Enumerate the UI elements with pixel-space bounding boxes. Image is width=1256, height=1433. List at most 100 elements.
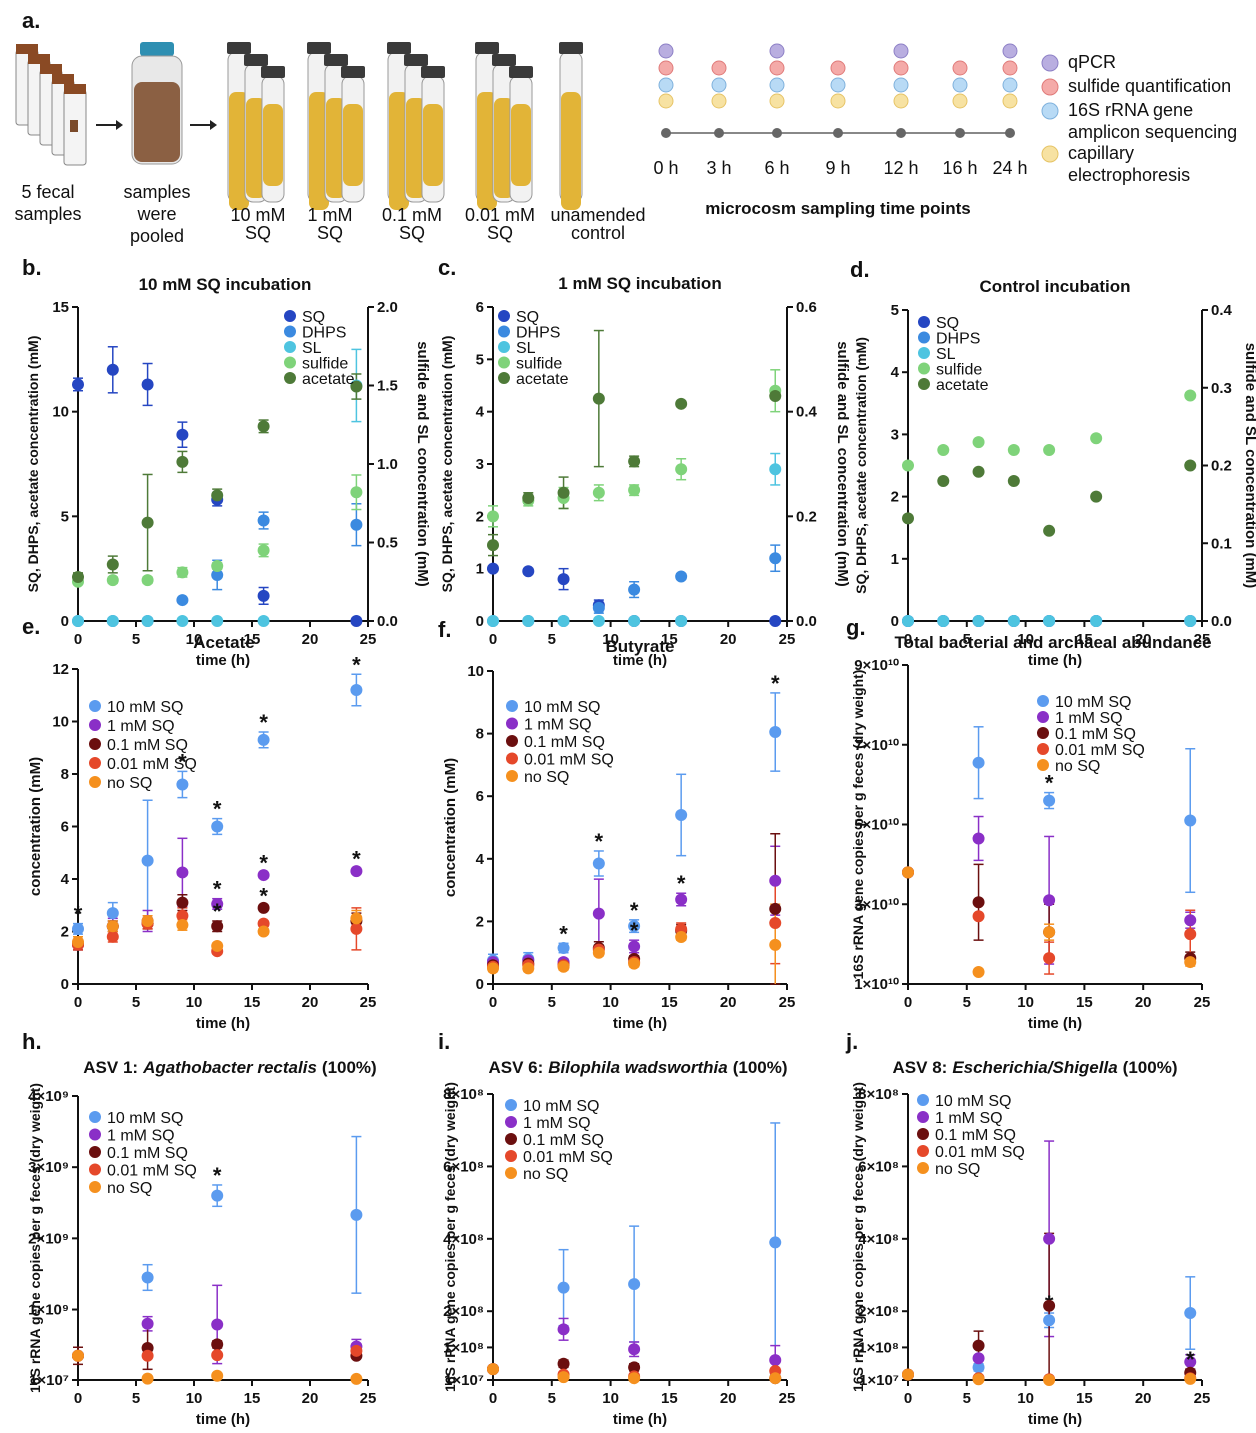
assay-legend-label: electrophoresis (1068, 165, 1190, 185)
y2-tick-label: 0.1 (1211, 535, 1232, 552)
x-axis-label: time (h) (613, 1411, 667, 1428)
y-axis-label: SQ, DHPS, acetate concentration (mM) (25, 336, 41, 593)
legend-label: 0.01 mM SQ (107, 756, 197, 773)
title-part: (100%) (733, 1058, 788, 1077)
timepoint-dot (714, 128, 724, 138)
legend-label: sulfide (516, 356, 562, 373)
data-point (1184, 814, 1197, 827)
y-tick-label: 15 (52, 299, 69, 316)
data-point (769, 938, 782, 951)
legend-marker (89, 1163, 101, 1176)
legend-marker (89, 700, 101, 712)
y2-tick-label: 0.6 (796, 299, 817, 316)
data-point (141, 574, 154, 587)
y-tick-label: 1×10⁷ (859, 1372, 899, 1389)
chart-title: ASV 8: Escherichia/Shigella (100%) (893, 1058, 1178, 1077)
legend-label: DHPS (936, 331, 980, 348)
legend-marker (917, 1111, 929, 1123)
legend-label: no SQ (524, 769, 569, 786)
legend-marker (1037, 727, 1049, 739)
data-point (106, 930, 119, 943)
data-point (1184, 459, 1197, 472)
data-point (628, 615, 641, 627)
x-axis-label: time (h) (196, 1015, 250, 1032)
x-tick-label: 25 (360, 631, 377, 648)
legend-marker (506, 752, 518, 765)
y-tick-label: 0 (476, 976, 484, 993)
data-point (487, 615, 499, 627)
chart-title: 1 mM SQ incubation (558, 274, 721, 293)
chart-title: Control incubation (979, 277, 1130, 296)
y-tick-label: 8×10⁸ (858, 1086, 899, 1103)
tube-liquid (511, 104, 531, 186)
x-tick-label: 10 (1017, 1390, 1034, 1407)
x-tick-label: 15 (661, 994, 678, 1011)
data-point (675, 463, 688, 476)
text-line: unamended (550, 205, 645, 225)
x-tick-label: 25 (360, 994, 377, 1011)
y-tick-label: 6×10⁸ (443, 1158, 484, 1175)
data-point (522, 615, 535, 627)
data-point (211, 560, 224, 573)
data-point (628, 484, 641, 497)
text-line: SQ (245, 223, 271, 243)
legend-marker (918, 331, 930, 344)
text-line: pooled (130, 226, 184, 246)
x-tick-label: 0 (489, 994, 497, 1011)
legend-marker (505, 1150, 517, 1162)
data-point (72, 571, 84, 584)
data-point (176, 615, 189, 627)
data-point (72, 922, 84, 935)
chart: i. ASV 6: Bilophila wadsworthia (100%) 0 5 10 1… (438, 1029, 795, 1428)
y2-tick-label: 0.2 (1211, 458, 1232, 475)
x-tick-label: 0 (489, 1390, 497, 1407)
legend-label: no SQ (935, 1161, 980, 1178)
data-point (628, 455, 641, 468)
data-point (211, 820, 224, 833)
data-point (176, 866, 189, 879)
data-point (628, 583, 641, 596)
title-part: (100%) (1123, 1058, 1178, 1077)
tube-cap (324, 54, 348, 66)
text-line: 0.01 mM (465, 205, 535, 225)
x-tick-label: 20 (720, 1390, 737, 1407)
step-label: 5 fecal samples (14, 182, 81, 224)
tube-cap (421, 66, 445, 78)
panel-label: b. (22, 255, 42, 280)
data-point (628, 1372, 641, 1385)
text-line: SQ (399, 223, 425, 243)
data-point (1090, 432, 1103, 445)
legend-marker (918, 378, 930, 390)
data-point (141, 915, 154, 927)
y-tick-label: 1×10¹⁰ (854, 976, 899, 993)
assay-dot (893, 60, 909, 76)
legend-marker (506, 770, 518, 782)
panel-label: g. (846, 615, 866, 640)
legend-marker (918, 347, 930, 359)
timepoint-label: 6 h (764, 158, 789, 178)
chart: h. ASV 1: Agathobacter rectalis (100%) 0 5 10 1… (22, 1029, 377, 1428)
data-point (211, 615, 224, 627)
x-tick-label: 5 (132, 1390, 140, 1407)
title-part: ASV 1: (83, 1058, 138, 1077)
arrow (96, 120, 123, 130)
legend-marker (917, 1162, 929, 1174)
legend-label: 0.1 mM SQ (523, 1132, 604, 1149)
x-tick-label: 5 (548, 994, 556, 1011)
title-part: Bilophila wadsworthia (548, 1058, 727, 1077)
legend-marker (284, 356, 296, 369)
legend-label: SL (516, 340, 536, 357)
data-point (106, 558, 119, 571)
assay-dot (711, 93, 727, 109)
data-point (592, 907, 605, 920)
data-point (592, 857, 605, 870)
panel-label: c. (438, 255, 456, 280)
data-point (972, 465, 985, 478)
chart: g. Total bacterial and archaeal abundance… (846, 615, 1212, 1032)
y2-tick-label: 0.5 (377, 535, 398, 552)
y-tick-label: 8×10⁸ (443, 1086, 484, 1103)
data-point (972, 1339, 985, 1352)
y-axis-label: concentration (mM) (442, 758, 459, 897)
data-point (937, 615, 950, 627)
